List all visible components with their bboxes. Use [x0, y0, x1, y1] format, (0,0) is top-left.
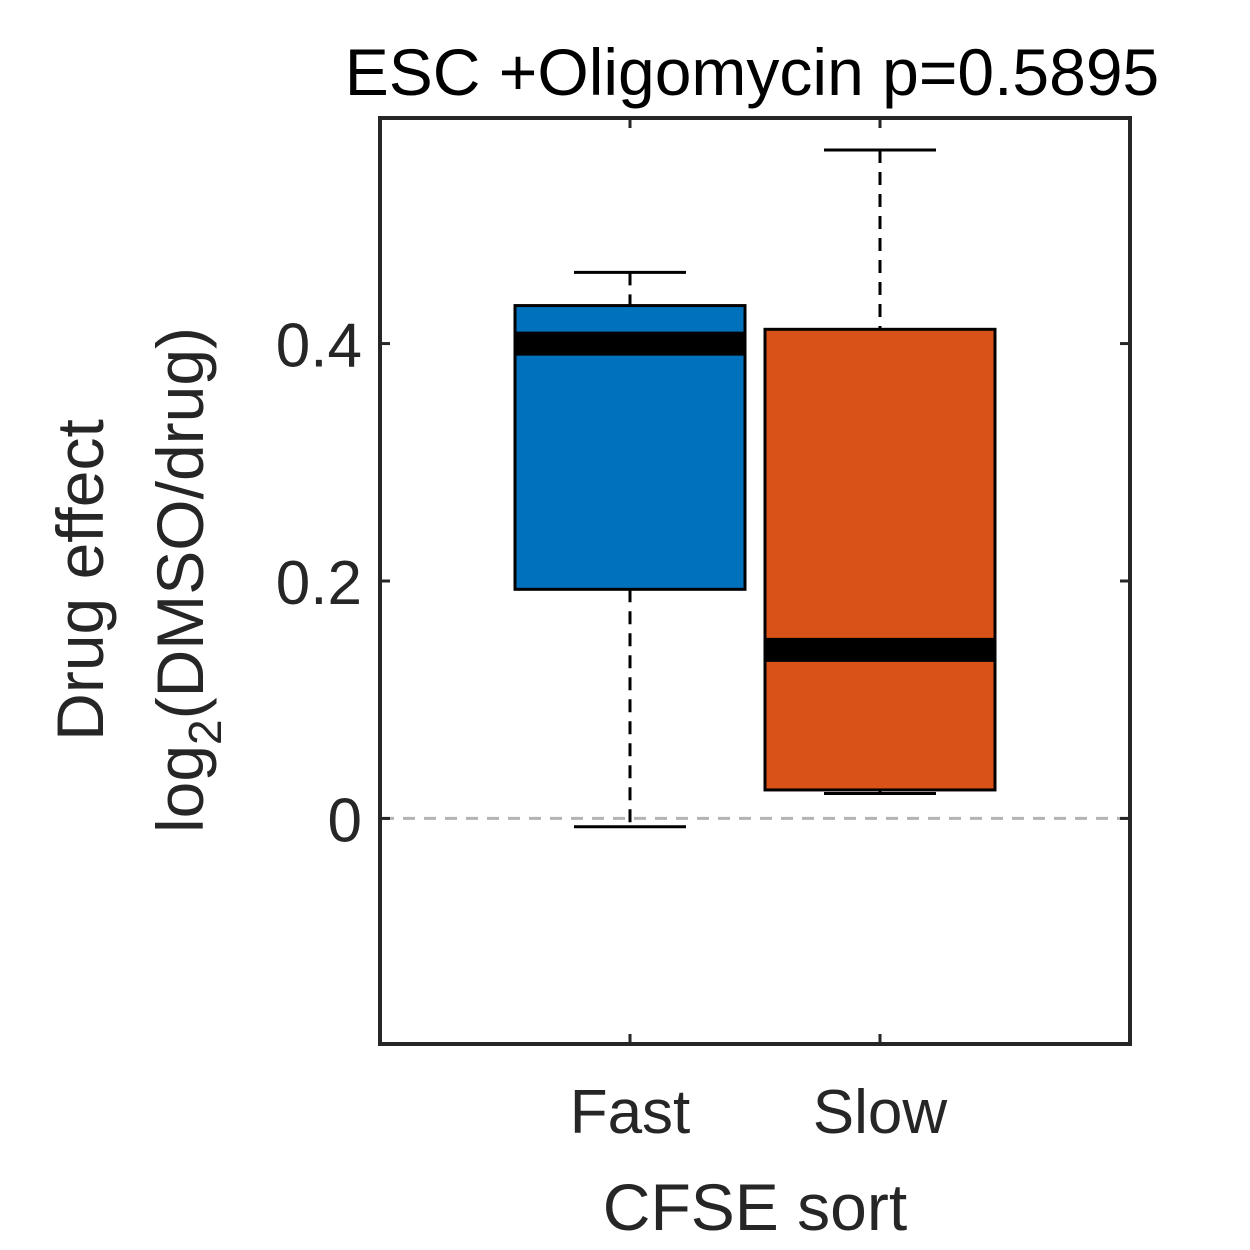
- y-tick-label: 0.4: [276, 312, 362, 381]
- box-fast: [513, 270, 747, 829]
- y-axis-label-subscript: 2: [179, 719, 231, 745]
- chart-title: ESC +Oligomycin p=0.5895: [345, 35, 1159, 109]
- box-iqr: [763, 327, 997, 792]
- y-axis-label-log: log: [143, 745, 217, 833]
- y-axis-label-ratio: (DMSO/drug): [143, 327, 217, 719]
- x-ticks-group: Fast Slow: [570, 118, 948, 1147]
- boxes-group: [513, 148, 997, 829]
- x-tick-label: Slow: [813, 1078, 948, 1147]
- y-axis-label-line2: log2(DMSO/drug): [143, 327, 231, 833]
- y-tick-label: 0: [328, 786, 362, 855]
- x-axis-label: CFSE sort: [603, 1170, 907, 1244]
- y-ticks-group: 0 0.2 0.4: [276, 312, 1130, 855]
- x-tick-label: Fast: [570, 1078, 691, 1147]
- box-slow: [763, 148, 997, 796]
- plot-area-frame: [378, 116, 1132, 1046]
- y-tick-label: 0.2: [276, 549, 362, 618]
- y-axis-label-line1: Drug effect: [43, 419, 117, 741]
